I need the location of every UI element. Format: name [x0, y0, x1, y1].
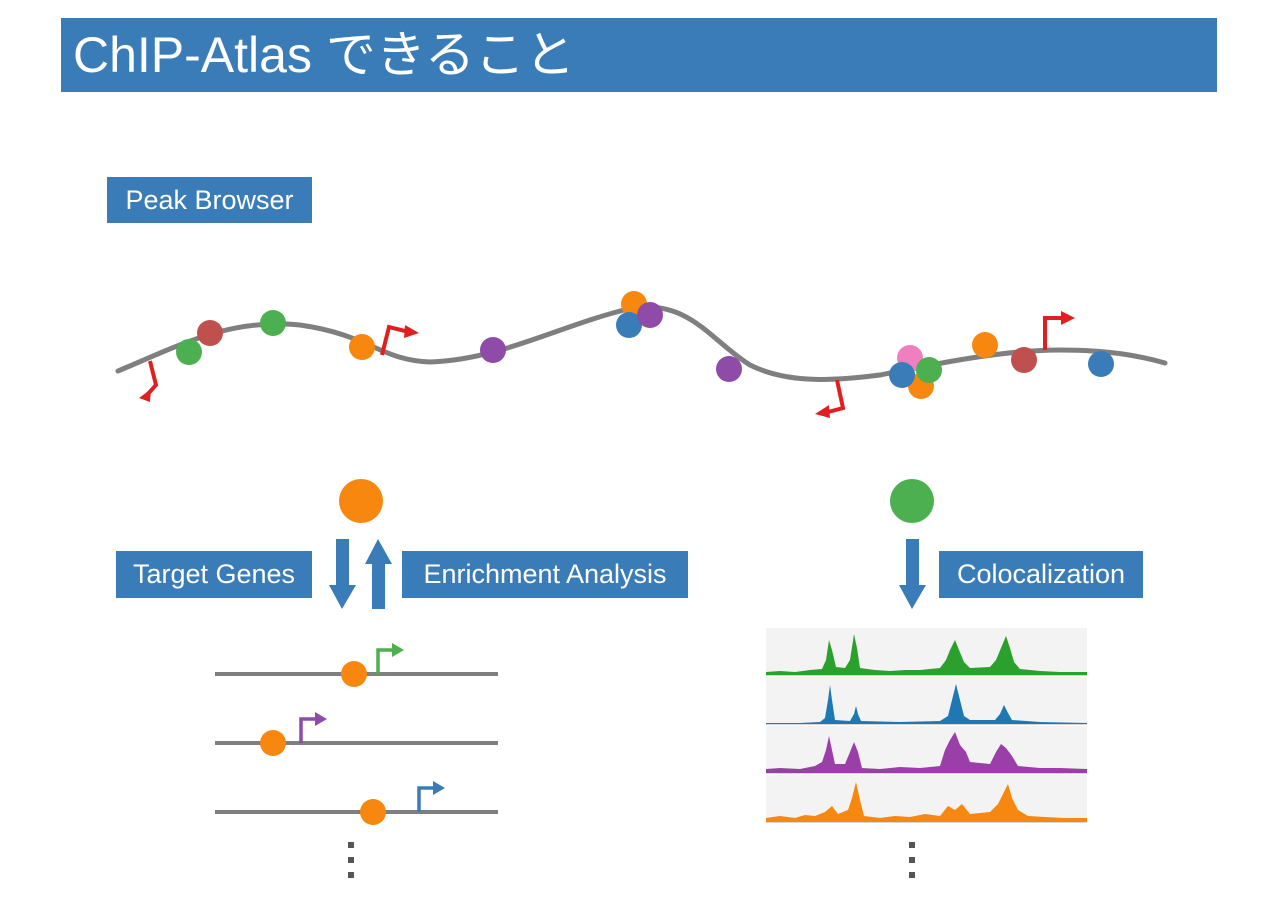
colocalization-tracks — [766, 628, 1087, 823]
target-genes-label[interactable]: Target Genes — [116, 551, 312, 598]
query-factor-green — [890, 479, 934, 523]
tss-arrow-icon — [815, 379, 846, 418]
peak-dot — [889, 362, 915, 388]
target-gene-row — [215, 643, 498, 687]
up-arrow-icon — [365, 539, 392, 609]
vertical-ellipsis — [909, 842, 915, 878]
peak-browser-text: Peak Browser — [125, 184, 294, 215]
tss-arrow-icon — [139, 360, 159, 402]
tss-arrow-icon — [1043, 311, 1075, 350]
target-gene-row — [215, 712, 498, 756]
peak-dot — [176, 339, 202, 365]
peak-dot — [972, 332, 998, 358]
peak-dot — [916, 357, 942, 383]
target-gene-row — [215, 781, 498, 825]
colocalization-text: Colocalization — [956, 559, 1126, 589]
colocalization-label[interactable]: Colocalization — [939, 551, 1143, 598]
peak-dot — [197, 320, 223, 346]
signal-track-green — [766, 634, 1087, 675]
down-arrow-icon — [329, 539, 356, 609]
peak-dot — [480, 337, 506, 363]
peak-dot — [1088, 351, 1114, 377]
signal-track-blue — [766, 684, 1087, 724]
peak-dot — [260, 310, 286, 336]
down-arrow-icon — [899, 539, 926, 609]
peak-dot — [716, 356, 742, 382]
target-genes-text: Target Genes — [132, 559, 296, 589]
peak-dot — [1011, 347, 1037, 373]
peak-dot — [637, 302, 663, 328]
title-bar: ChIP-Atlas できること — [61, 18, 1217, 92]
signal-track-purple — [766, 732, 1087, 773]
signal-track-orange — [766, 782, 1087, 822]
vertical-ellipsis — [348, 842, 354, 878]
enrichment-analysis-label[interactable]: Enrichment Analysis — [402, 551, 688, 598]
page-title: ChIP-Atlas できること — [73, 27, 575, 83]
tss-arrow-icon — [380, 324, 419, 356]
query-factor-orange — [339, 479, 383, 523]
enrichment-analysis-text: Enrichment Analysis — [423, 559, 667, 589]
genome-curve — [115, 304, 1168, 382]
peak-browser-label[interactable]: Peak Browser — [107, 177, 312, 223]
peak-dot — [349, 334, 375, 360]
peak-dot — [616, 312, 642, 338]
